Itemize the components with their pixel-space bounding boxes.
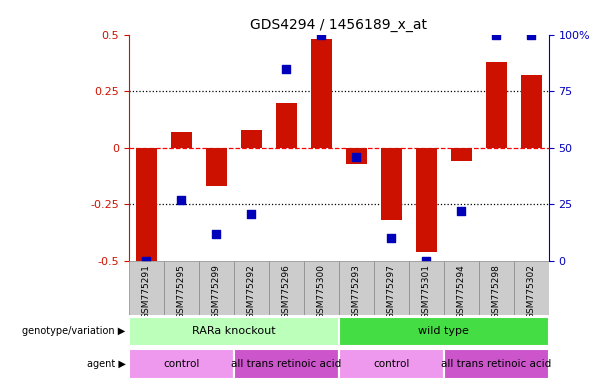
Text: GSM775299: GSM775299 (211, 264, 221, 319)
Point (142, 258, 151, 264)
Text: GSM775292: GSM775292 (246, 264, 256, 319)
Bar (199, 261, 234, 315)
Bar (170, 132, 192, 148)
Bar (135, 148, 157, 261)
Bar (381, 148, 402, 220)
Bar (164, 261, 199, 315)
Bar (129, 349, 234, 379)
Text: GSM775297: GSM775297 (387, 264, 395, 319)
Bar (338, 349, 444, 379)
Bar (409, 261, 444, 315)
Bar (311, 39, 332, 148)
Bar (206, 148, 227, 186)
Bar (451, 148, 471, 161)
Point (456, 208, 466, 214)
Point (351, 154, 361, 160)
Text: control: control (373, 359, 409, 369)
Point (386, 235, 396, 242)
Bar (129, 261, 164, 315)
Bar (346, 148, 367, 164)
Text: GSM775298: GSM775298 (492, 264, 501, 319)
Bar (514, 261, 549, 315)
Point (421, 258, 431, 264)
Text: wild type: wild type (418, 326, 469, 336)
Text: RARa knockout: RARa knockout (192, 326, 275, 336)
Bar (241, 130, 262, 148)
Text: agent ▶: agent ▶ (87, 359, 126, 369)
Bar (374, 261, 409, 315)
Point (526, 31, 536, 38)
Bar (444, 261, 479, 315)
Text: all trans retinoic acid: all trans retinoic acid (441, 359, 551, 369)
Text: GSM775302: GSM775302 (527, 264, 536, 319)
Bar (129, 316, 338, 346)
Text: GSM775300: GSM775300 (317, 264, 326, 319)
Bar (520, 75, 542, 148)
Title: GDS4294 / 1456189_x_at: GDS4294 / 1456189_x_at (250, 18, 427, 32)
Bar (234, 261, 268, 315)
Bar (479, 261, 514, 315)
Text: genotype/variation ▶: genotype/variation ▶ (23, 326, 126, 336)
Bar (303, 261, 338, 315)
Text: GSM775296: GSM775296 (282, 264, 291, 319)
Text: all trans retinoic acid: all trans retinoic acid (231, 359, 341, 369)
Bar (338, 316, 549, 346)
Point (177, 197, 186, 203)
Point (281, 65, 291, 71)
Text: GSM775295: GSM775295 (177, 264, 186, 319)
Text: GSM775294: GSM775294 (457, 264, 466, 319)
Text: GSM775293: GSM775293 (352, 264, 360, 319)
Bar (276, 103, 297, 148)
Text: control: control (163, 359, 199, 369)
Text: GSM775301: GSM775301 (422, 264, 431, 319)
Bar (416, 148, 436, 252)
Point (246, 210, 256, 217)
Text: GSM775291: GSM775291 (142, 264, 151, 319)
Point (491, 31, 501, 38)
Bar (485, 62, 506, 148)
Bar (268, 261, 303, 315)
Point (211, 231, 221, 237)
Bar (338, 261, 374, 315)
Bar (234, 349, 338, 379)
Bar (444, 349, 549, 379)
Point (316, 31, 326, 38)
